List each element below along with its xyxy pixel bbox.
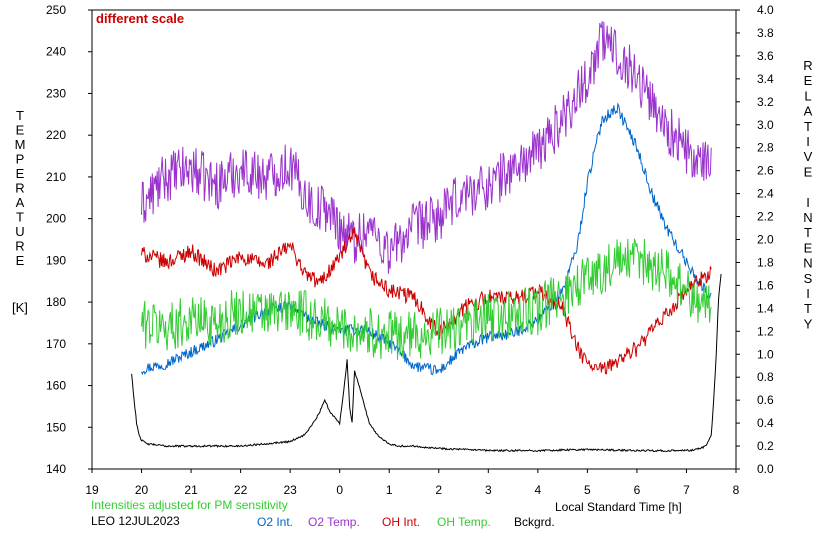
right-tick-label: 3.0 bbox=[757, 118, 774, 132]
right-title-letter: L bbox=[804, 88, 811, 103]
left-tick-label: 170 bbox=[46, 337, 66, 351]
right-title-letter: R bbox=[803, 58, 812, 73]
left-tick-label: 220 bbox=[46, 128, 66, 142]
x-tick-label: 1 bbox=[386, 483, 393, 497]
left-title-letter: U bbox=[15, 224, 24, 239]
right-tick-label: 0.4 bbox=[757, 416, 774, 430]
left-axis-ticks: 250 240 230 220 210 200 190 180 170 160 150 140 bbox=[46, 3, 92, 476]
series-line bbox=[141, 21, 712, 274]
right-title-letter: I bbox=[806, 134, 810, 149]
left-title-letter: E bbox=[16, 123, 25, 138]
left-title-letter: E bbox=[16, 253, 25, 268]
legend-item: OH Int. bbox=[382, 515, 420, 529]
right-title-letter: S bbox=[804, 271, 813, 286]
right-title-letter: T bbox=[804, 301, 812, 316]
left-title-letter: M bbox=[15, 137, 26, 152]
station-label: LEO 12JUL2023 bbox=[91, 514, 180, 528]
right-tick-label: 3.4 bbox=[757, 72, 774, 86]
series-line bbox=[141, 227, 712, 375]
x-tick-label: 20 bbox=[135, 483, 149, 497]
right-tick-label: 1.6 bbox=[757, 278, 774, 292]
x-tick-label: 23 bbox=[283, 483, 297, 497]
right-title-letter: E bbox=[804, 73, 813, 88]
legend: O2 Int. O2 Temp. OH Int. OH Temp. Bckgrd. bbox=[257, 515, 555, 529]
right-axis-ticks: 4.0 3.8 3.6 3.4 3.2 3.0 2.8 2.6 2.4 2.2 2.0 1.8 1.6 1… bbox=[736, 3, 774, 476]
series-lines bbox=[131, 21, 722, 453]
right-title-letter: N bbox=[803, 210, 812, 225]
right-title-letter: I bbox=[806, 195, 810, 210]
x-axis-ticks: 19 20 21 22 23 0 1 2 3 4 5 6 7 8 bbox=[85, 469, 740, 497]
left-title-letter: R bbox=[15, 239, 24, 254]
left-tick-label: 250 bbox=[46, 3, 66, 17]
right-title-letter: Y bbox=[804, 316, 813, 331]
left-title-letter: P bbox=[16, 152, 25, 167]
right-title-letter: T bbox=[804, 225, 812, 240]
x-tick-label: 4 bbox=[535, 483, 542, 497]
x-tick-label: 0 bbox=[336, 483, 343, 497]
right-title-letter: I bbox=[806, 286, 810, 301]
right-title-letter: E bbox=[804, 240, 813, 255]
right-tick-label: 4.0 bbox=[757, 3, 774, 17]
legend-item: Bckgrd. bbox=[514, 515, 555, 529]
legend-item: OH Temp. bbox=[437, 515, 491, 529]
series-line bbox=[131, 273, 722, 453]
series-line bbox=[141, 102, 712, 376]
x-tick-label: 21 bbox=[184, 483, 198, 497]
right-tick-label: 0.6 bbox=[757, 393, 774, 407]
left-tick-label: 140 bbox=[46, 462, 66, 476]
left-title-letter: E bbox=[16, 166, 25, 181]
right-title-letter: T bbox=[804, 119, 812, 134]
x-tick-label: 7 bbox=[683, 483, 690, 497]
right-tick-label: 2.8 bbox=[757, 141, 774, 155]
right-title-letter: V bbox=[804, 149, 813, 164]
right-tick-label: 3.2 bbox=[757, 95, 774, 109]
series-line bbox=[141, 238, 712, 360]
x-tick-label: 6 bbox=[634, 483, 641, 497]
right-tick-label: 2.4 bbox=[757, 187, 774, 201]
x-axis-label: Local Standard Time [h] bbox=[555, 500, 682, 514]
left-title-letter: R bbox=[15, 181, 24, 196]
x-tick-label: 5 bbox=[584, 483, 591, 497]
left-tick-label: 210 bbox=[46, 170, 66, 184]
x-tick-label: 19 bbox=[85, 483, 99, 497]
x-tick-label: 8 bbox=[733, 483, 740, 497]
right-tick-label: 1.8 bbox=[757, 255, 774, 269]
left-title-letter: A bbox=[16, 195, 25, 210]
left-tick-label: 160 bbox=[46, 379, 66, 393]
left-tick-label: 180 bbox=[46, 295, 66, 309]
right-title-letter: A bbox=[804, 104, 813, 119]
right-tick-label: 2.2 bbox=[757, 210, 774, 224]
right-tick-label: 2.0 bbox=[757, 233, 774, 247]
right-tick-label: 1.0 bbox=[757, 347, 774, 361]
right-tick-label: 1.4 bbox=[757, 301, 774, 315]
left-tick-label: 190 bbox=[46, 253, 66, 267]
left-tick-label: 240 bbox=[46, 45, 66, 59]
left-axis-unit: [K] bbox=[12, 300, 28, 315]
x-tick-label: 22 bbox=[234, 483, 248, 497]
scale-note: different scale bbox=[96, 11, 184, 26]
right-tick-label: 1.2 bbox=[757, 324, 774, 338]
right-tick-label: 0.8 bbox=[757, 370, 774, 384]
right-tick-label: 2.6 bbox=[757, 164, 774, 178]
x-tick-label: 2 bbox=[435, 483, 442, 497]
left-tick-label: 230 bbox=[46, 86, 66, 100]
left-tick-label: 150 bbox=[46, 420, 66, 434]
right-title-letter: E bbox=[804, 164, 813, 179]
right-tick-label: 0.2 bbox=[757, 439, 774, 453]
right-tick-label: 3.6 bbox=[757, 49, 774, 63]
pm-sensitivity-note: Intensities adjusted for PM sensitivity bbox=[91, 498, 288, 512]
left-title-letter: T bbox=[16, 108, 24, 123]
legend-item: O2 Int. bbox=[257, 515, 293, 529]
legend-item: O2 Temp. bbox=[308, 515, 360, 529]
right-tick-label: 3.8 bbox=[757, 26, 774, 40]
x-tick-label: 3 bbox=[485, 483, 492, 497]
right-title-letter: N bbox=[803, 256, 812, 271]
left-title-letter: T bbox=[16, 210, 24, 225]
left-tick-label: 200 bbox=[46, 212, 66, 226]
right-tick-label: 0.0 bbox=[757, 462, 774, 476]
